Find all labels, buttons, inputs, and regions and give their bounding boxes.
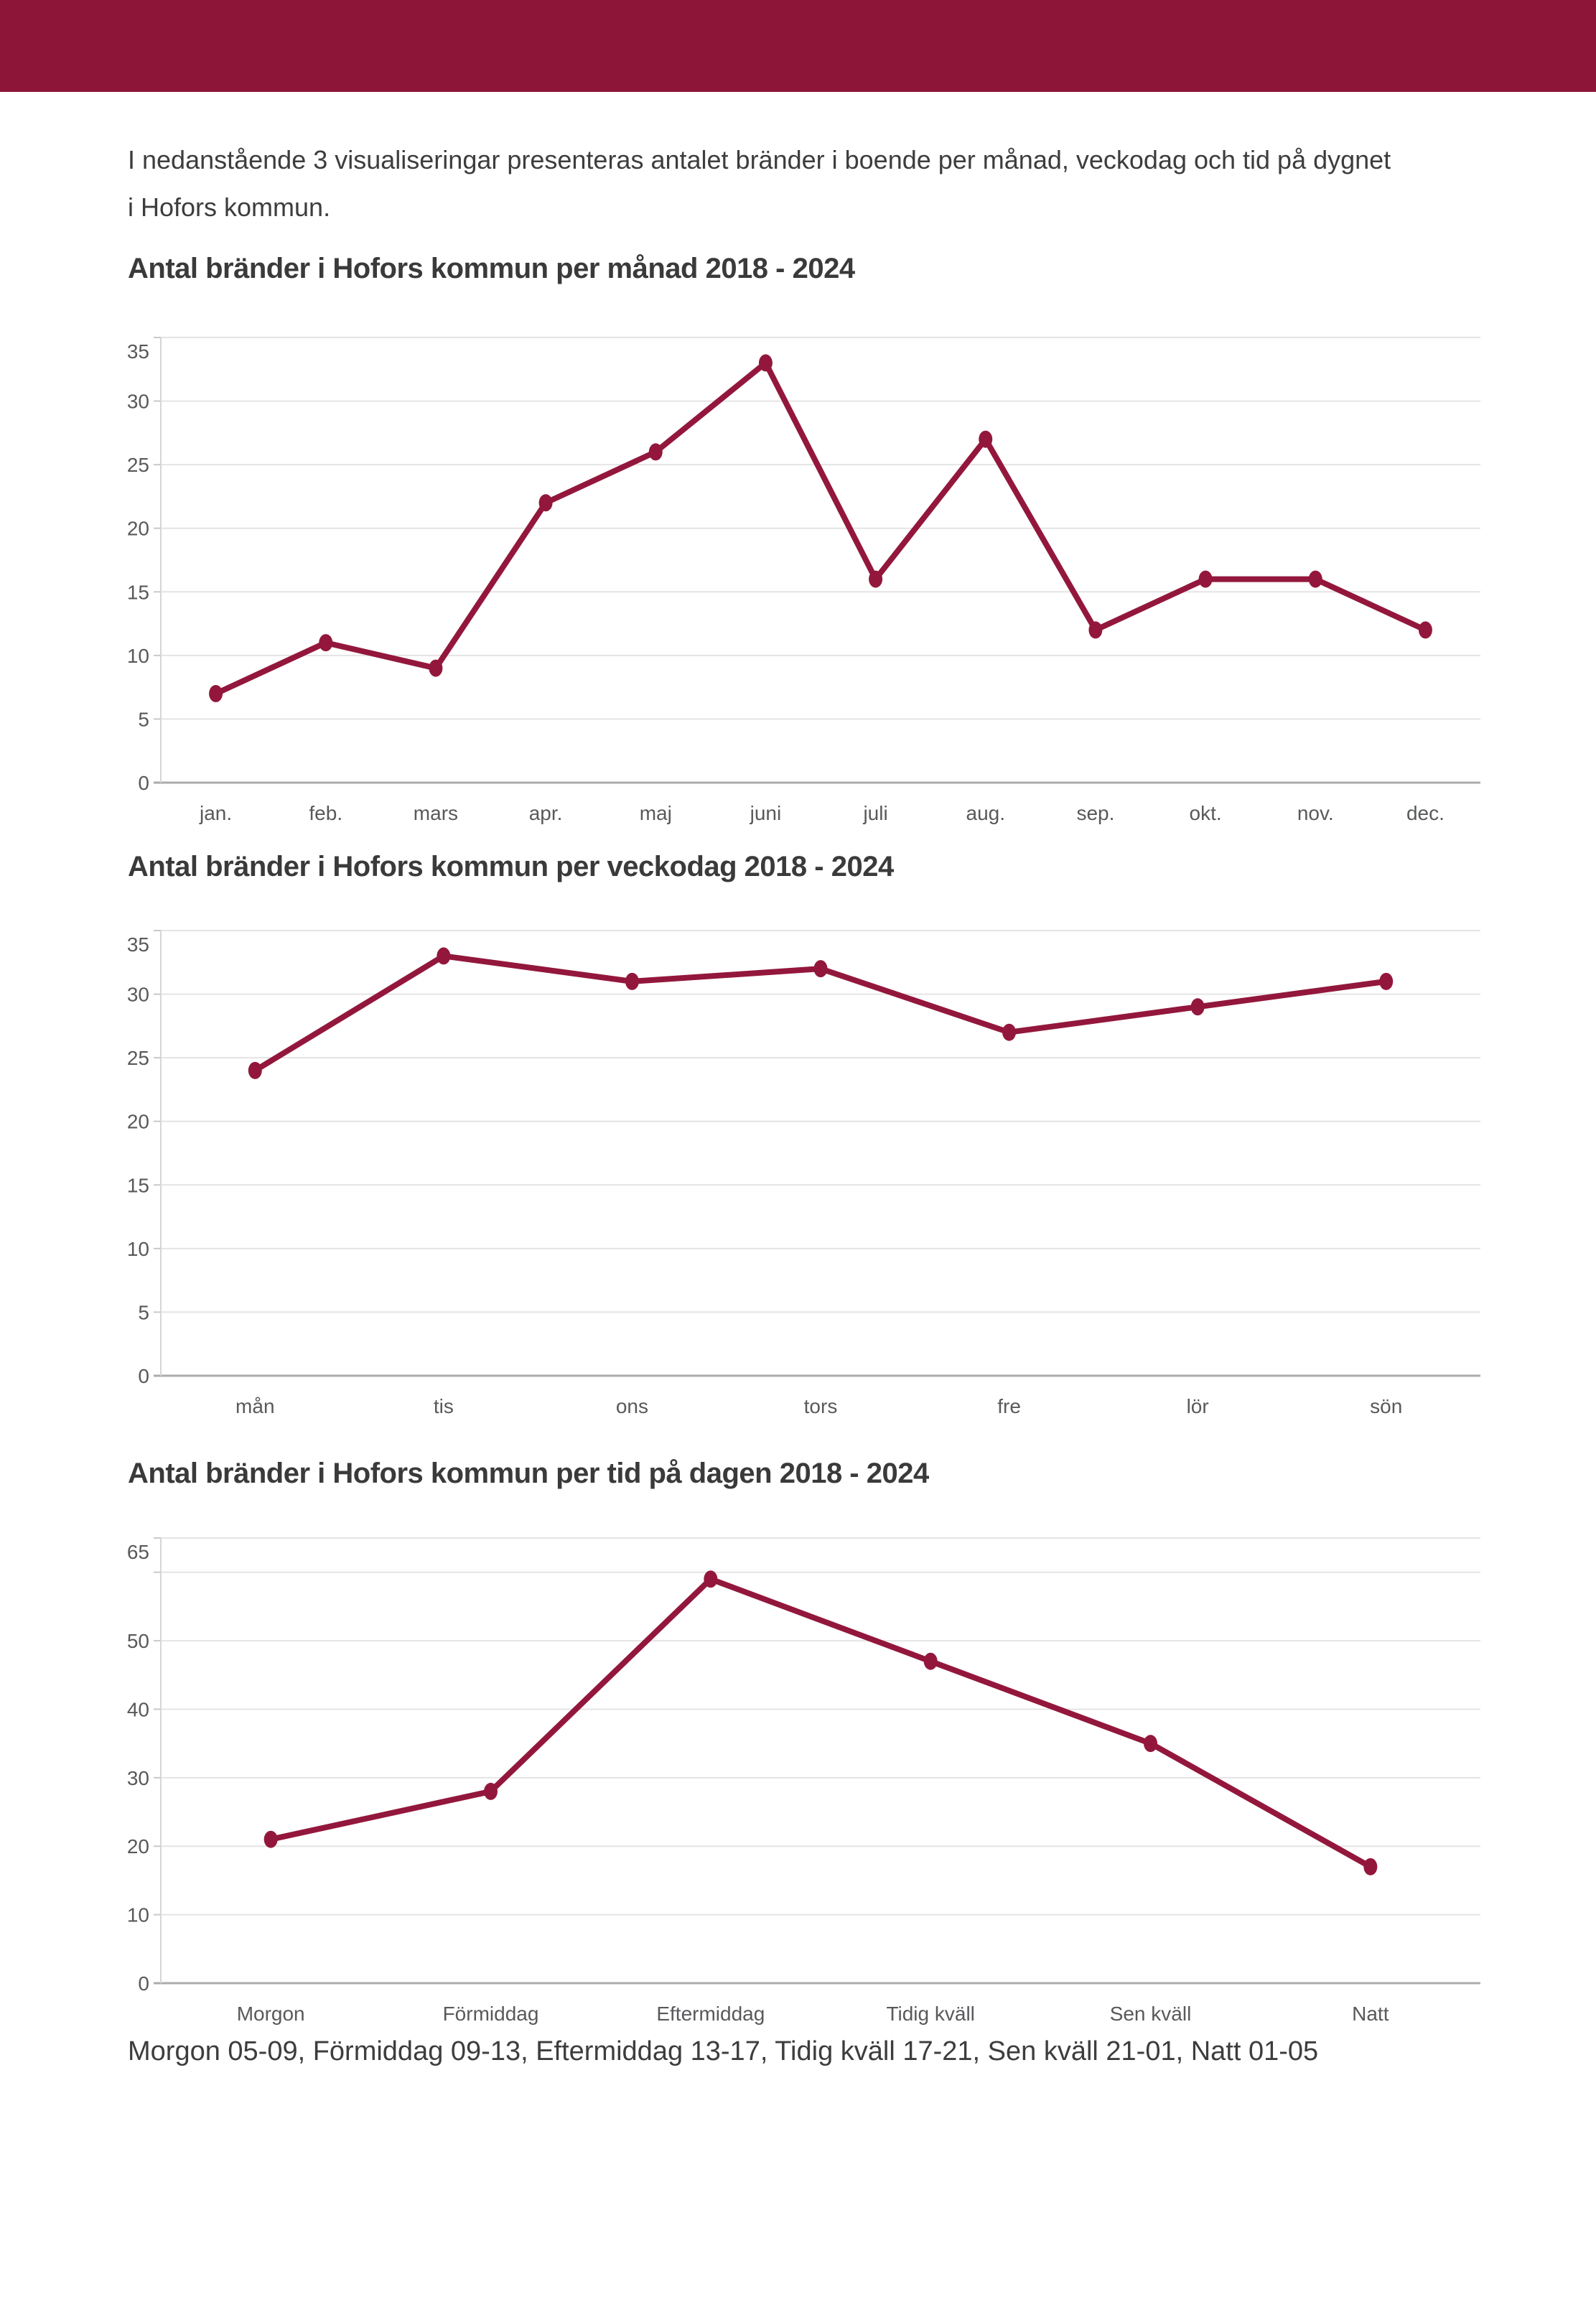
y-tick-label: 65 [127,1541,149,1563]
data-point [1363,1858,1378,1875]
y-tick-label: 30 [127,1767,149,1789]
data-point [209,685,223,702]
x-tick-label: Förmiddag [443,2003,539,2025]
data-line [213,360,1429,696]
data-point [429,659,443,677]
intro-line1: I nedanstående 3 visualiseringar present… [128,145,1391,174]
x-tick-label: juli [862,802,887,824]
data-point [923,1652,938,1670]
y-tick-label: 50 [127,1630,149,1652]
time-ranges-footnote: Morgon 05-09, Förmiddag 09-13, Eftermidd… [128,2036,1319,2066]
chart-title-per-time-of-day: Antal bränder i Hofors kommun per tid på… [128,1458,929,1489]
line-chart-per-weekday: 0 5 10 15 20 25 30 35 mån tis ons tors fre lör sön [127,930,1480,1417]
data-point [1379,972,1394,990]
y-tick-label: 35 [127,933,149,956]
x-tick-label: juni [750,802,782,824]
top-banner [0,0,1596,92]
x-tick-label: aug. [966,802,1006,824]
x-tick-label: Natt [1352,2003,1389,2025]
y-tick-label: 20 [127,1835,149,1858]
y-tick-label: 35 [127,340,149,363]
chart-title-per-weekday: Antal bränder i Hofors kommun per veckod… [128,851,894,882]
data-point [263,1830,278,1848]
x-tick-label: fre [997,1395,1021,1417]
y-tick-label: 10 [127,1238,149,1260]
x-tick-label: okt. [1190,802,1222,824]
x-tick-label: mån [235,1395,274,1417]
x-tick-label: lör [1187,1395,1209,1417]
data-point [1190,998,1205,1016]
y-tick-label: 15 [127,1174,149,1196]
x-tick-label: apr. [529,802,563,824]
y-tick-label: 0 [138,772,149,794]
data-point [1002,1023,1017,1041]
x-tick-label: tis [434,1395,454,1417]
x-tick-label: dec. [1406,802,1445,824]
x-tick-label: Sen kväll [1110,2003,1192,2025]
x-tick-label: ons [616,1395,648,1417]
x-tick-label: feb. [309,802,342,824]
data-point [704,1570,718,1588]
data-point [319,634,333,652]
y-tick-label: 15 [127,581,149,603]
data-point [979,430,993,448]
x-tick-label: Eftermiddag [656,2003,765,2025]
x-tick-label: nov. [1297,802,1334,824]
y-tick-label: 10 [127,1904,149,1926]
data-point [437,947,451,965]
x-tick-label: jan. [199,802,232,824]
data-point [1308,570,1322,588]
x-tick-label: Morgon [237,2003,305,2025]
chart-title-per-month: Antal bränder i Hofors kommun per månad … [128,253,855,284]
y-tick-label: 25 [127,454,149,476]
data-point [484,1782,498,1800]
y-tick-label: 40 [127,1698,149,1720]
intro-paragraph: I nedanstående 3 visualiseringar present… [128,136,1492,231]
data-point [1144,1735,1157,1753]
y-tick-label: 20 [127,1111,149,1133]
data-point [625,972,639,990]
data-point [1198,570,1213,588]
x-tick-label: sep. [1076,802,1114,824]
y-tick-label: 30 [127,984,149,1006]
y-tick-label: 0 [138,1972,149,1995]
y-tick-label: 30 [127,391,149,413]
data-point [758,354,773,372]
y-tick-label: 10 [127,645,149,667]
data-line [268,1576,1373,1870]
y-tick-label: 25 [127,1047,149,1069]
y-tick-label: 0 [138,1365,149,1387]
data-point [1088,621,1103,639]
data-point [1418,621,1432,639]
x-tick-label: Tidig kväll [886,2003,974,2025]
x-tick-label: maj [640,802,672,824]
x-tick-label: sön [1370,1395,1402,1417]
data-point [869,570,883,588]
x-tick-label: mars [414,802,458,824]
line-chart-per-time-of-day: 0 10 20 30 40 50 65 Morgon Förmiddag Eftermiddag T… [127,1537,1480,2025]
x-tick-label: tors [804,1395,838,1417]
y-tick-label: 5 [138,1301,149,1323]
data-point [248,1061,262,1079]
y-tick-label: 20 [127,518,149,540]
y-tick-label: 5 [138,708,149,730]
data-point [648,443,663,461]
intro-line2: i Hofors kommun. [128,192,331,222]
data-point [813,960,828,978]
data-point [538,494,553,512]
line-chart-per-month: 0 5 10 15 20 25 30 35 jan. feb. mars apr. maj juni jul… [127,337,1480,824]
